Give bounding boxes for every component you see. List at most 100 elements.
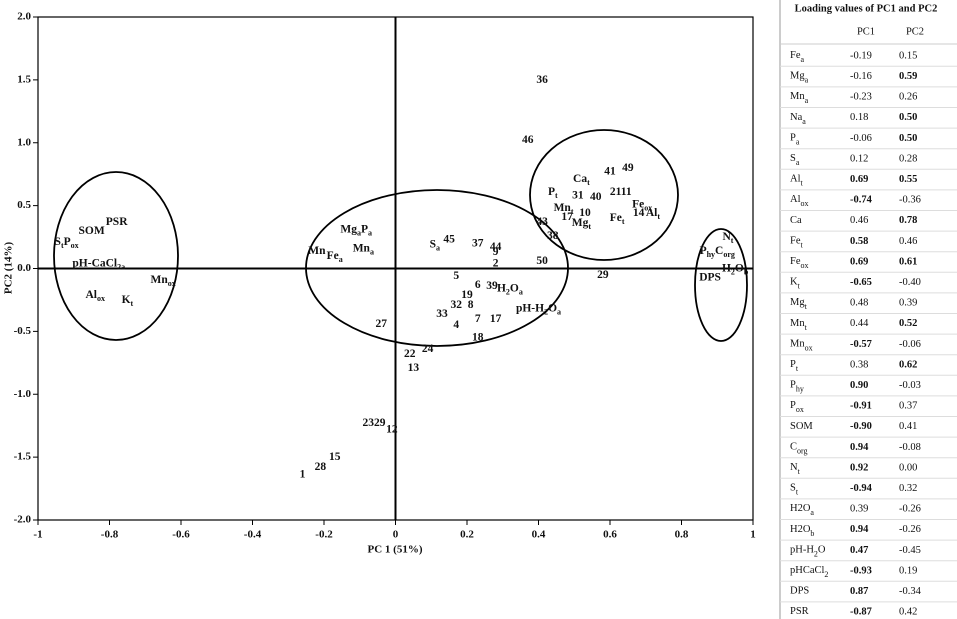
subscript: 2 [506, 288, 510, 297]
point-label: Sa [430, 238, 440, 253]
point-label: 50 [536, 255, 548, 267]
point-label: 8 [468, 299, 474, 311]
point-label: 37 [472, 237, 484, 249]
point-label: 2 [493, 257, 499, 269]
cell-value: 0.39 [899, 298, 917, 309]
point-label: Mgt [572, 217, 592, 232]
y-tick-label: -2.0 [14, 514, 32, 526]
cell-value: -0.74 [850, 195, 873, 206]
label-part: Ca [573, 173, 587, 185]
cell-value: 0.50 [899, 133, 917, 144]
subscript: a [810, 509, 814, 518]
cell-value: 0.37 [899, 401, 917, 412]
cell-value: -0.19 [850, 50, 872, 61]
point-label: MgaPa [340, 223, 372, 238]
row-label: SOM [790, 421, 813, 432]
cell-value: -0.40 [899, 277, 921, 288]
subscript: t [805, 303, 808, 312]
row-label: pH-H2O [790, 545, 826, 559]
subscript: t [731, 236, 734, 245]
cell-value: 0.41 [899, 421, 917, 432]
cell-value: -0.93 [850, 565, 872, 576]
y-tick-label: 1.0 [17, 136, 31, 148]
point-label: 10 [579, 207, 591, 219]
label-part: Fe [632, 198, 644, 210]
subscript: a [802, 117, 806, 126]
label-part: C [715, 245, 723, 257]
point-label: 15 [329, 451, 341, 463]
x-tick-label: -0.4 [244, 529, 262, 541]
x-axis-title: PC 1 (51%) [368, 544, 423, 556]
subscript: a [796, 158, 800, 167]
label-part: P [790, 133, 796, 144]
label-part: C [790, 442, 797, 453]
cluster-ellipse [529, 129, 679, 261]
point-label: 18 [472, 331, 484, 343]
label-part: 27 [375, 317, 387, 329]
cell-value: 0.00 [899, 462, 917, 473]
label-part: 36 [536, 74, 548, 86]
subscript: ox [71, 241, 79, 250]
label-part: pH-CaCl [72, 257, 117, 269]
subscript: ox [805, 344, 813, 353]
label-part: O [510, 282, 519, 294]
column-header: PC1 [857, 26, 875, 37]
cell-value: 0.15 [899, 50, 917, 61]
cell-value: 0.28 [899, 153, 917, 164]
point-label: pH-H2Oa [516, 302, 561, 317]
point-label: 12 [386, 423, 398, 435]
cluster-ellipse [53, 171, 179, 341]
point-label: 29 [597, 268, 609, 280]
label-part: 32 [451, 299, 463, 311]
subscript: a [357, 229, 361, 238]
point-label: 36 [536, 74, 548, 86]
label-part: Mn [790, 339, 805, 350]
label-part: N [790, 462, 798, 473]
cell-value: 0.39 [850, 504, 868, 515]
row-label: Mgt [790, 298, 808, 312]
cell-value: 0.47 [850, 545, 868, 556]
label-part: Al [790, 174, 801, 185]
cell-value: 0.46 [899, 236, 917, 247]
row-label: Phy [790, 380, 804, 394]
label-part: 28 [315, 461, 327, 473]
point-label: 27 [375, 317, 387, 329]
cell-value: 0.92 [850, 462, 868, 473]
point-label: Feox [632, 198, 652, 213]
label-part: P [64, 236, 71, 248]
column-header: PC2 [906, 26, 924, 37]
point-label: Mna [353, 242, 374, 257]
subscript: ox [796, 406, 804, 415]
cell-value: 0.38 [850, 359, 868, 370]
label-part: pHCaCl [790, 565, 825, 576]
point-label: pH-CaCl2a [72, 257, 125, 272]
subscript: t [622, 218, 625, 227]
label-part: 17 [490, 312, 502, 324]
row-label: Mna [790, 92, 809, 106]
subscript: org [797, 447, 808, 456]
cell-value: -0.16 [850, 71, 872, 82]
row-label: Fea [790, 50, 805, 64]
point-label: 1 [300, 468, 306, 480]
point-label: 19 [461, 289, 473, 301]
point-label: Kt [122, 294, 134, 309]
subscript: a [796, 138, 800, 147]
cell-value: -0.90 [850, 421, 872, 432]
label-part: O [818, 545, 826, 556]
label-part: 44 [490, 241, 502, 253]
cell-value: 0.48 [850, 298, 868, 309]
subscript: 2 [814, 550, 818, 559]
cell-value: 0.61 [899, 256, 917, 267]
row-label: H2Oa [790, 504, 814, 518]
label-part: 6 [475, 278, 481, 290]
subscript: t [587, 179, 590, 188]
point-label: 14 [633, 207, 645, 219]
label-part: P [548, 185, 555, 197]
subscript: 2 [824, 570, 828, 579]
cell-value: 0.26 [899, 92, 917, 103]
x-tick-label: -0.6 [172, 529, 190, 541]
label-part: Ca [790, 215, 802, 226]
row-label: Alt [790, 174, 804, 188]
label-part: P [790, 359, 796, 370]
label-part: Fe [327, 250, 339, 262]
